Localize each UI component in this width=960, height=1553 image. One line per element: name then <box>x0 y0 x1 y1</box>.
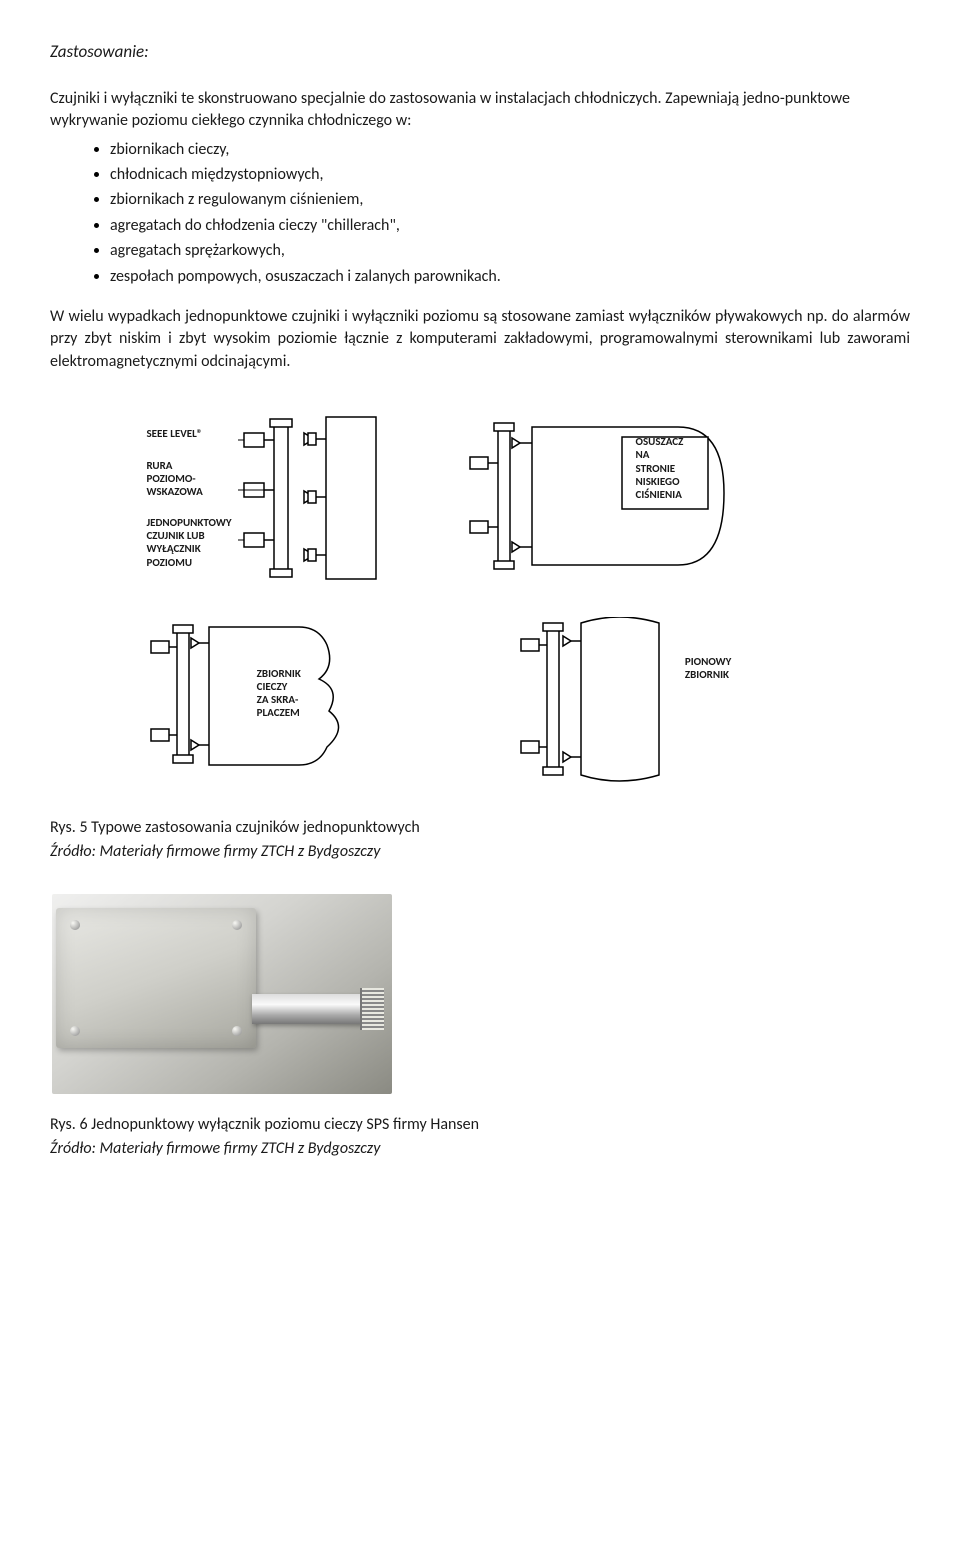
list-item: zbiornikach z regulowanym ciśnieniem, <box>110 189 910 211</box>
figure-6-photo <box>52 894 910 1094</box>
section-heading: Zastosowanie: <box>50 40 910 64</box>
figure-5-source: Źródło: Materiały firmowe firmy ZTCH z B… <box>50 841 910 863</box>
list-item: agregatach do chłodzenia cieczy "chiller… <box>110 215 910 237</box>
diagram-top-right: OSUSZACZ NA STRONIE NISKIEGO CIŚNIENIA <box>468 413 814 583</box>
sensor-photo <box>52 894 392 1094</box>
label-seee: SEEE LEVEL® <box>146 427 231 440</box>
diagram-svg <box>519 617 759 787</box>
list-item: chłodnicach międzystopniowych, <box>110 164 910 186</box>
body-paragraph: W wielu wypadkach jednopunktowe czujniki… <box>50 306 910 373</box>
bullet-list: zbiornikach cieczy, chłodnicach międzyst… <box>50 139 910 288</box>
list-item: zbiornikach cieczy, <box>110 139 910 161</box>
figure-5-caption: Rys. 5 Typowe zastosowania czujników jed… <box>50 817 910 839</box>
diagram-bottom-left: ZBIORNIK CIECZY ZA SKRA- PLACZEM <box>149 617 429 777</box>
list-item: zespołach pompowych, osuszaczach i zalan… <box>110 266 910 288</box>
diagram-bottom-right: PIONOWY ZBIORNIK <box>519 617 811 787</box>
figure-5-diagrams: SEEE LEVEL® RURA POZIOMO- WSKAZOWA JEDNO… <box>50 413 910 787</box>
label-pionowy: PIONOWY ZBIORNIK <box>685 655 731 681</box>
label-osuszacz: OSUSZACZ NA STRONIE NISKIEGO CIŚNIENIA <box>636 435 716 501</box>
label-zbiornik: ZBIORNIK CIECZY ZA SKRA- PLACZEM <box>257 667 301 720</box>
figure-6-source: Źródło: Materiały firmowe firmy ZTCH z B… <box>50 1138 910 1160</box>
intro-paragraph: Czujniki i wyłączniki te skonstruowano s… <box>50 88 910 133</box>
list-item: agregatach sprężarkowych, <box>110 240 910 262</box>
diagram-svg <box>238 413 378 583</box>
label-czujnik: JEDNOPUNKTOWY CZUJNIK LUB WYŁĄCZNIK POZI… <box>146 516 231 569</box>
figure-6-caption: Rys. 6 Jednopunktowy wyłącznik poziomu c… <box>50 1114 910 1136</box>
label-rura: RURA POZIOMO- WSKAZOWA <box>146 459 231 499</box>
diagram-top-left: SEEE LEVEL® RURA POZIOMO- WSKAZOWA JEDNO… <box>146 413 377 583</box>
